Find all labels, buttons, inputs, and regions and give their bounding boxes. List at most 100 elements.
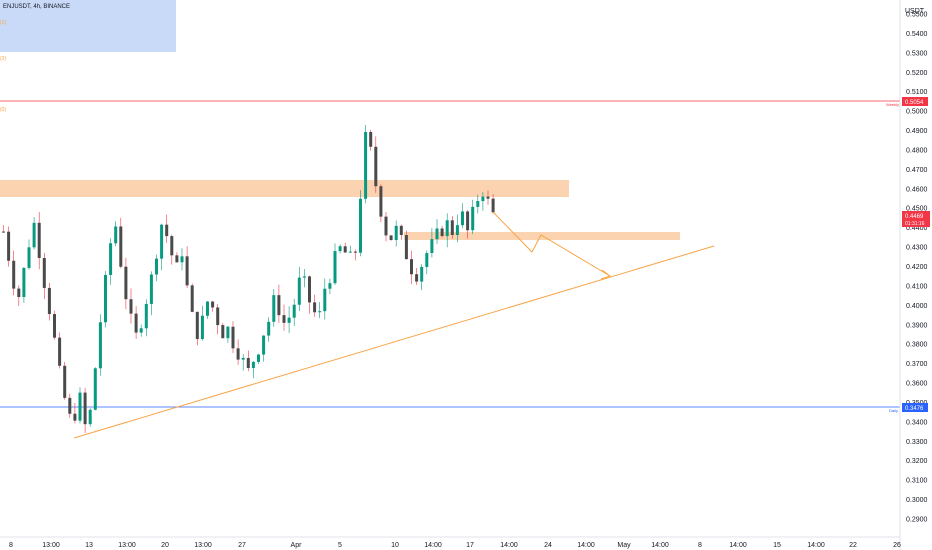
candle-68	[348, 245, 352, 253]
time-tick-1: 13:00	[42, 542, 60, 549]
upper-resistance-zone[interactable]	[0, 180, 569, 197]
candle-body	[53, 314, 56, 338]
candle-26	[134, 306, 138, 340]
time-tick-2: 13	[85, 542, 93, 549]
candle-61	[313, 294, 317, 317]
candle-0	[2, 225, 5, 234]
candle-34	[175, 252, 179, 263]
time-tick-13: 24	[544, 542, 552, 549]
candle-39	[200, 305, 204, 341]
candle-body	[231, 326, 235, 349]
candle-body	[308, 276, 311, 303]
ascending-trendline[interactable]	[73, 245, 715, 439]
weekly-level-label: Weekly	[886, 102, 899, 107]
price-tick-9: 0.4600	[906, 186, 928, 193]
candle-body	[348, 251, 352, 253]
time-tick-10: 14:00	[424, 542, 442, 549]
price-tick-13: 0.4200	[906, 264, 928, 271]
fib-label-1: (1)	[0, 20, 6, 26]
price-tick-26: 0.2900	[906, 517, 928, 524]
candle-96	[491, 194, 495, 214]
candle-67	[343, 242, 347, 253]
candle-body	[435, 228, 439, 240]
candle-body	[47, 287, 51, 315]
candle-body	[328, 283, 332, 289]
candle-16	[83, 387, 87, 434]
candle-body	[466, 211, 470, 231]
candle-body	[246, 357, 250, 369]
candle-84	[430, 228, 434, 258]
time-tick-9: 10	[391, 542, 399, 549]
candle-54	[277, 284, 281, 323]
candle-body	[12, 260, 16, 289]
candle-9	[47, 283, 51, 321]
candle-body	[190, 285, 194, 312]
candle-33	[170, 234, 174, 265]
candle-body	[262, 335, 266, 355]
info-box	[0, 0, 176, 52]
candle-body	[440, 228, 444, 237]
candle-12	[63, 361, 67, 400]
candle-body	[226, 326, 230, 339]
price-tick-25: 0.3000	[906, 497, 928, 504]
price-axis-ticks: 0.5500 0.5400 0.5300 0.5200 0.5100 0.5000 0.49…	[906, 12, 928, 524]
candle-58	[297, 266, 301, 312]
candle-body	[78, 392, 82, 421]
time-tick-7: Apr	[291, 542, 303, 549]
candle-body	[364, 131, 368, 199]
candle-body	[236, 348, 240, 360]
current-price-tag: 0.4469 01:31:16	[902, 211, 930, 227]
candle-body	[88, 409, 92, 425]
candle-57	[292, 298, 296, 326]
candle-body	[114, 226, 118, 244]
candle-91	[466, 209, 470, 239]
candle-53	[272, 288, 276, 327]
candle-body	[410, 259, 413, 275]
price-tick-12: 0.4300	[906, 245, 928, 252]
candle-body	[175, 255, 179, 263]
candle-32	[165, 214, 169, 243]
candle-42	[216, 304, 220, 335]
candle-body	[471, 206, 475, 231]
candle-body	[221, 325, 225, 339]
projection-path[interactable]	[492, 211, 611, 277]
candle-15	[78, 387, 82, 424]
candle-85	[435, 219, 439, 244]
candle-36	[185, 246, 189, 289]
candle-66	[338, 244, 342, 254]
candle-body	[149, 274, 153, 304]
candle-body	[58, 337, 62, 366]
candle-body	[338, 246, 342, 252]
candle-body	[211, 301, 215, 308]
price-tick-3: 0.5200	[906, 70, 928, 77]
candle-body	[129, 299, 133, 314]
candle-13	[68, 393, 72, 418]
candle-body	[272, 295, 276, 322]
fib-label-3: (3)	[0, 56, 6, 62]
candle-body	[318, 311, 322, 313]
candle-70	[359, 190, 362, 257]
candles-group	[2, 124, 495, 434]
candle-28	[144, 299, 148, 337]
candle-body	[257, 354, 260, 362]
time-tick-20: 14:00	[807, 542, 825, 549]
candle-body	[83, 392, 87, 425]
price-tick-6: 0.4900	[906, 128, 928, 135]
candle-82	[420, 264, 424, 291]
time-tick-6: 27	[238, 542, 246, 549]
candle-78	[399, 224, 403, 240]
price-tick-14: 0.4100	[906, 283, 928, 290]
candle-38	[195, 311, 199, 346]
candle-71	[364, 124, 368, 204]
price-tick-23: 0.3200	[906, 458, 928, 465]
candle-body	[134, 313, 138, 333]
candle-body	[195, 311, 199, 340]
candle-body	[394, 225, 398, 240]
price-axis-unit: USDT	[905, 8, 925, 15]
candle-18	[93, 367, 97, 411]
candle-62	[318, 302, 322, 319]
candle-body	[491, 198, 495, 213]
candle-body	[109, 243, 113, 275]
candle-93	[476, 194, 480, 214]
